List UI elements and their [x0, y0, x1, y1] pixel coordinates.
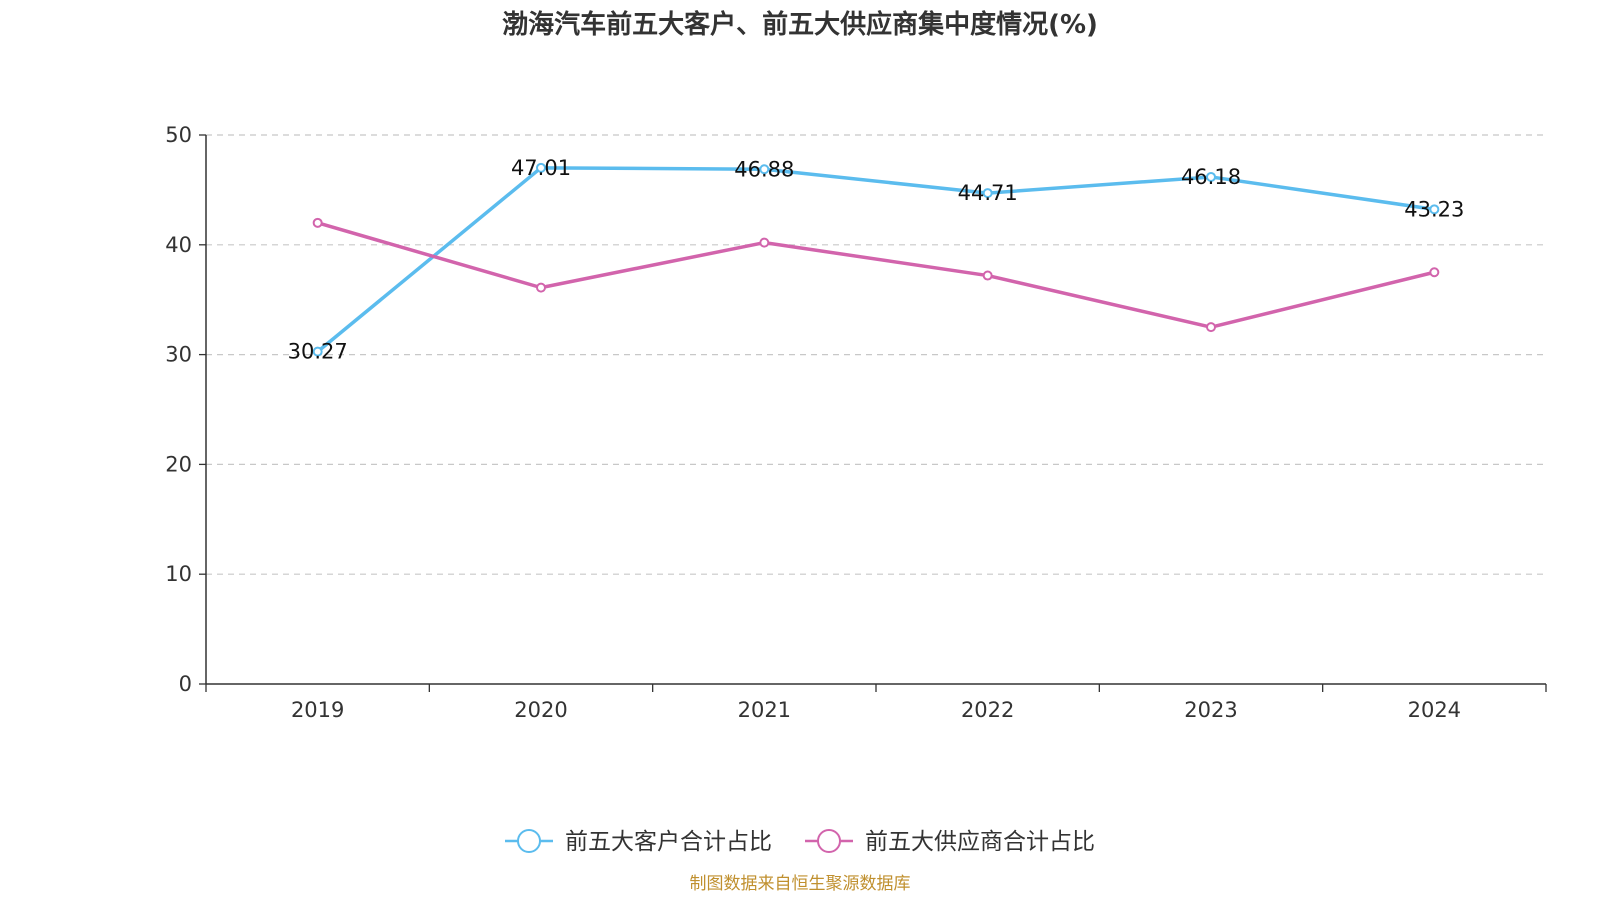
- y-tick-label: 0: [179, 672, 192, 696]
- data-point: [759, 164, 770, 175]
- data-point: [1206, 171, 1216, 182]
- chart-title: 渤海汽车前五大客户、前五大供应商集中度情况(%): [502, 9, 1098, 40]
- x-tick-label: 2022: [961, 698, 1014, 722]
- data-point: [1429, 267, 1440, 278]
- data-labels: 30.27 47.01 46.88 44.71 46.18 43.23: [288, 156, 1465, 364]
- data-label: 46.18: [1181, 165, 1241, 189]
- legend-marker-icon: [517, 829, 541, 853]
- x-tick-label: 2023: [1184, 698, 1237, 722]
- data-label: 46.88: [734, 157, 794, 181]
- data-point: [759, 237, 770, 248]
- data-label: 44.71: [958, 181, 1018, 205]
- y-tick-label: 40: [165, 233, 192, 257]
- source-note: 制图数据来自恒生聚源数据库: [690, 874, 911, 894]
- legend-item-1[interactable]: 前五大供应商合计占比: [805, 829, 1095, 855]
- x-tick-label: 2019: [291, 698, 344, 722]
- data-point: [536, 282, 546, 293]
- gridlines: [206, 134, 1546, 575]
- legend: 前五大客户合计占比 前五大供应商合计占比: [505, 829, 1095, 855]
- series-line-1: [317, 221, 1435, 329]
- y-tick-label: 20: [165, 452, 192, 476]
- y-tick-label: 50: [165, 123, 192, 147]
- data-point: [982, 188, 993, 199]
- series-line-0: [316, 166, 1435, 353]
- x-tick-label: 2024: [1408, 698, 1461, 722]
- data-label: 43.23: [1404, 197, 1464, 221]
- x-tick-label: 2021: [738, 698, 791, 722]
- axes: [205, 135, 1546, 685]
- data-point: [312, 346, 323, 357]
- data-label: 47.01: [511, 156, 571, 180]
- x-tick-label: 2020: [514, 698, 567, 722]
- data-label: 30.27: [288, 340, 348, 364]
- y-axis-ticks: 0 10 20 30 40 50: [165, 123, 206, 696]
- x-axis-ticks: 2019 2020 2021 2022 2023 2024: [205, 684, 1547, 722]
- legend-label: 前五大供应商合计占比: [865, 829, 1095, 855]
- y-tick-label: 30: [165, 343, 192, 367]
- data-point: [982, 270, 993, 281]
- y-tick-label: 10: [165, 562, 192, 586]
- data-point: [536, 162, 546, 173]
- legend-marker-icon: [817, 829, 841, 853]
- series: [312, 162, 1440, 357]
- data-point: [1206, 322, 1216, 333]
- data-point: [1429, 204, 1440, 215]
- data-point: [312, 217, 323, 228]
- legend-label: 前五大客户合计占比: [565, 829, 772, 855]
- legend-item-0[interactable]: 前五大客户合计占比: [505, 829, 772, 855]
